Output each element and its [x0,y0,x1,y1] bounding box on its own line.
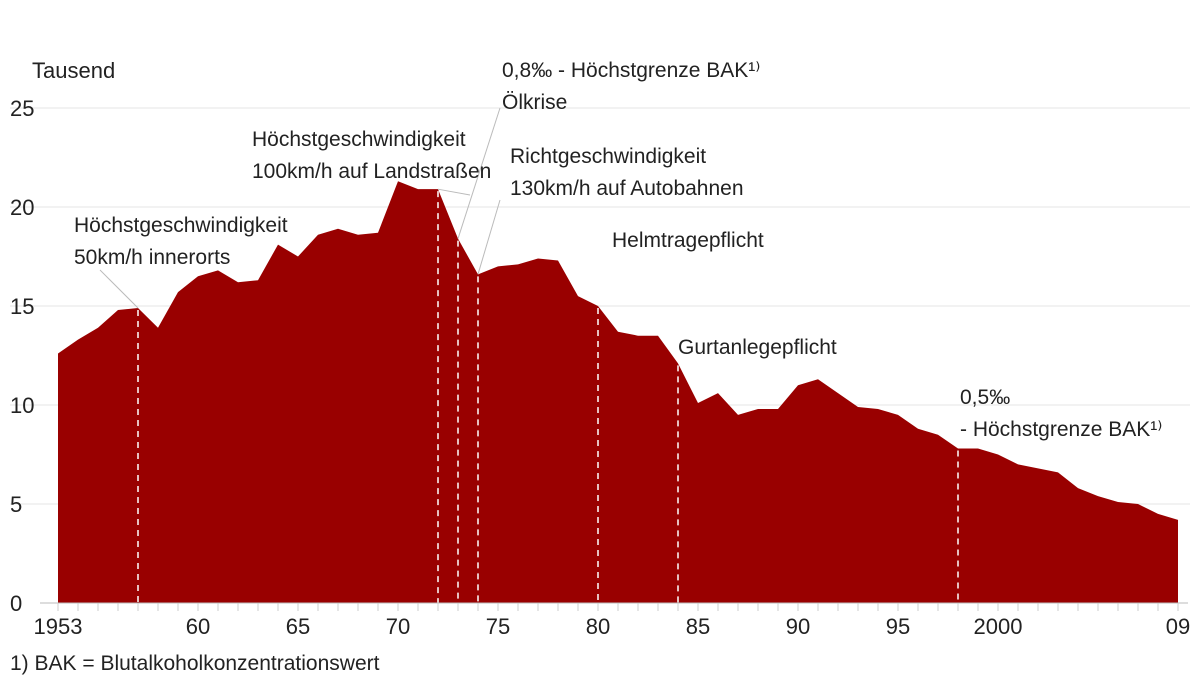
x-tick-label: 2000 [974,614,1023,639]
annotation-text: 130km/h auf Autobahnen [510,177,744,200]
annotation-text: - Höchstgrenze BAK¹⁾ [960,418,1162,441]
annotation-leader [437,188,471,196]
y-tick-label: 10 [10,393,34,418]
x-tick-label: 95 [886,614,910,639]
x-tick-label: 60 [186,614,210,639]
annotation-leader [457,107,501,239]
y-tick-label: 25 [10,96,34,121]
x-tick-label: 85 [686,614,710,639]
x-tick-label: 09 [1166,614,1190,639]
y-unit-label: Tausend [32,58,115,83]
y-tick-label: 5 [10,492,22,517]
annotation-text: 0,8‰ - Höchstgrenze BAK¹⁾ [502,59,760,82]
annotation-text: Höchstgeschwindigkeit [252,128,466,151]
area-series [58,181,1178,603]
x-tick-label: 75 [486,614,510,639]
y-tick-label: 15 [10,294,34,319]
annotation-text: Höchstgeschwindigkeit [74,214,288,237]
x-tick-label: 70 [386,614,410,639]
annotation-text: 50km/h innerorts [74,246,230,269]
annotation-text: Ölkrise [502,91,567,114]
y-tick-label: 20 [10,195,34,220]
annotation-text: 100km/h auf Landstraßen [252,160,491,183]
annotation-text: Richtgeschwindigkeit [510,145,706,168]
annotation-text: Gurtanlegepflicht [678,336,837,359]
x-tick-label: 1953 [34,614,83,639]
annotation-leader [99,269,139,309]
x-tick-label: 80 [586,614,610,639]
footnote: 1) BAK = Blutalkoholkonzentrationswert [10,652,380,675]
annotation-text: Helmtragepflicht [612,229,764,252]
x-tick-label: 65 [286,614,310,639]
y-tick-label: 0 [10,591,22,616]
annotation-leader [477,199,501,275]
x-tick-label: 90 [786,614,810,639]
annotation-text: 0,5‰ [960,386,1010,409]
